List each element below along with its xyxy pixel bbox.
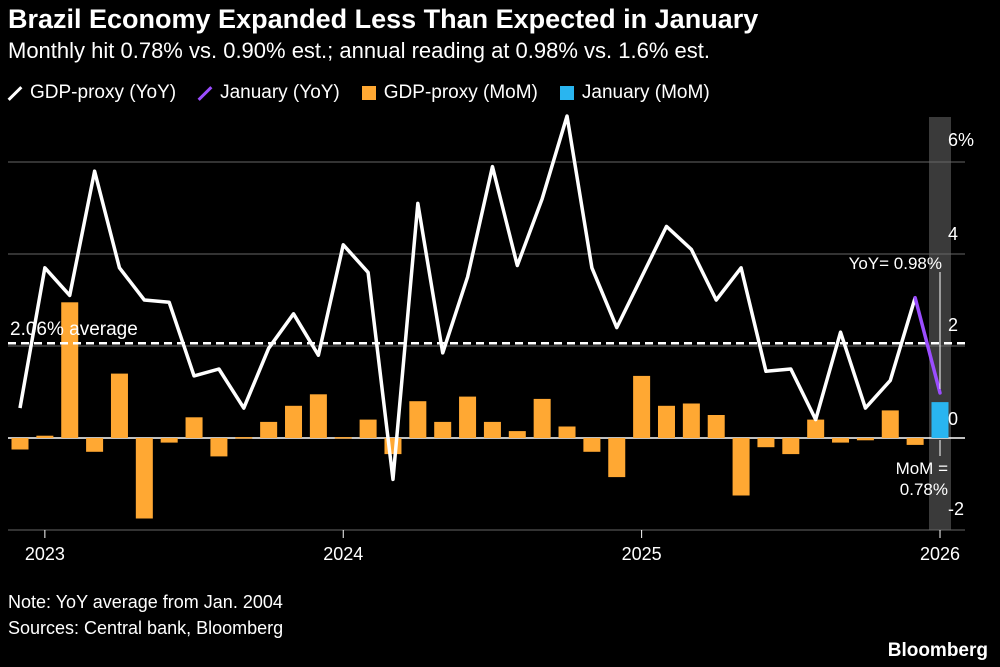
- yoy-line: [18, 114, 917, 482]
- mom-bar-27: [682, 403, 700, 438]
- mom-bar-35: [881, 410, 899, 438]
- mom-bar-8: [210, 438, 228, 457]
- mom-bar-9: [235, 437, 253, 439]
- mom-bar-6: [160, 438, 178, 443]
- chart-title: Brazil Economy Expanded Less Than Expect…: [8, 4, 759, 34]
- mom-bar-14: [359, 419, 377, 438]
- mom-bar-23: [583, 438, 601, 452]
- average-label: 2.06% average: [10, 319, 138, 340]
- x-tick-label-3: 2026: [920, 544, 960, 564]
- mom-bar-0: [11, 438, 29, 450]
- legend-swatch-january-mom: [559, 86, 574, 100]
- mom-bar-29: [732, 438, 750, 496]
- legend-item-gdp-yoy: GDP-proxy (YoY): [8, 82, 176, 104]
- y-tick-label-0: 6%: [948, 130, 974, 150]
- legend-swatch-gdp-mom: [361, 86, 376, 100]
- january-yoy-line: [913, 295, 942, 395]
- mom-bar-37: [931, 402, 949, 438]
- x-tick-label-0: 2023: [25, 544, 65, 564]
- yoy-annotation-label: YoY= 0.98%: [849, 254, 942, 273]
- y-tick-label-3: 0: [948, 409, 958, 429]
- mom-bar-33: [832, 438, 850, 443]
- mom-bar-11: [285, 405, 303, 438]
- mom-bar-31: [782, 438, 800, 455]
- legend: GDP-proxy (YoY) January (YoY) GDP-proxy …: [8, 82, 732, 104]
- legend-item-january-yoy: January (YoY): [198, 82, 340, 104]
- legend-label-gdp-yoy: GDP-proxy (YoY): [30, 82, 177, 103]
- x-tick-label-2: 2025: [622, 544, 662, 564]
- legend-item-january-mom: January (MoM): [559, 82, 710, 104]
- mom-bar-32: [807, 419, 825, 438]
- x-tick-label-1: 2024: [323, 544, 363, 564]
- chart-sources: Sources: Central bank, Bloomberg: [8, 618, 284, 638]
- mom-bar-19: [483, 421, 501, 438]
- mom-bar-12: [309, 394, 327, 438]
- y-tick-label-2: 2: [948, 315, 958, 335]
- y-tick-label-1: 4: [948, 224, 958, 244]
- mom-bar-34: [856, 438, 874, 441]
- mom-bar-26: [657, 405, 675, 438]
- mom-bar-4: [110, 373, 128, 438]
- chart-subtitle: Monthly hit 0.78% vs. 0.90% est.; annual…: [8, 38, 710, 63]
- legend-label-gdp-mom: GDP-proxy (MoM): [383, 82, 538, 103]
- mom-bar-20: [508, 431, 526, 438]
- legend-item-gdp-mom: GDP-proxy (MoM): [361, 82, 538, 104]
- mom-bar-22: [558, 426, 576, 438]
- legend-label-january-mom: January (MoM): [581, 82, 710, 103]
- legend-label-january-yoy: January (YoY): [220, 82, 340, 103]
- mom-bar-5: [135, 438, 153, 519]
- mom-bar-13: [334, 437, 352, 439]
- mom-bar-16: [409, 401, 427, 438]
- mom-bar-2: [61, 302, 79, 438]
- mom-bar-25: [633, 375, 651, 438]
- mom-bar-3: [86, 438, 104, 452]
- chart-note: Note: YoY average from Jan. 2004: [8, 592, 283, 612]
- y-tick-label-4: -2: [948, 499, 964, 519]
- mom-bar-36: [906, 438, 924, 445]
- mom-bar-10: [260, 421, 278, 438]
- mom-bar-17: [434, 421, 452, 438]
- mom-bar-28: [707, 415, 725, 438]
- bloomberg-logo: Bloomberg: [887, 640, 988, 661]
- mom-bar-30: [757, 438, 775, 448]
- mom-bar-21: [533, 398, 551, 438]
- mom-annotation-label-1: MoM =: [896, 459, 949, 478]
- mom-bar-1: [36, 435, 54, 438]
- mom-bar-7: [185, 417, 203, 438]
- mom-bar-24: [608, 438, 626, 478]
- mom-bar-18: [459, 396, 477, 438]
- mom-annotation-label-2: 0.78%: [900, 480, 948, 499]
